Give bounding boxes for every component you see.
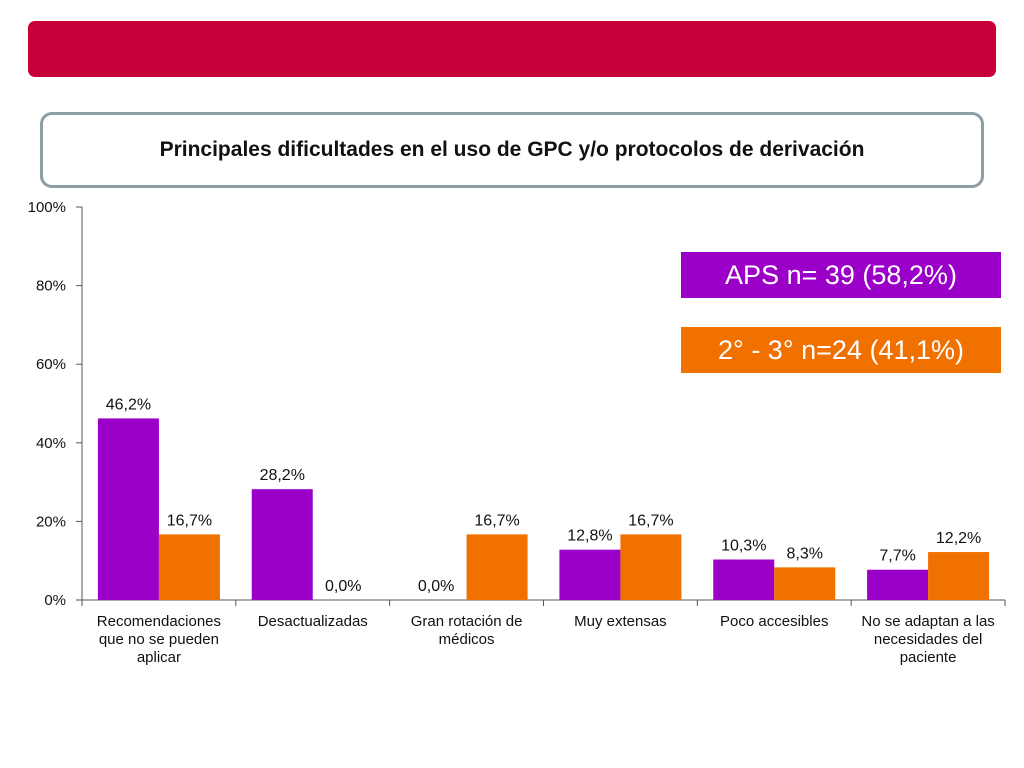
x-category-label: Desactualizadas [258, 613, 368, 630]
chart-title: Principales dificultades en el uso de GP… [159, 138, 865, 161]
bar-aps [713, 559, 775, 600]
x-category-label-line: que no se pueden [99, 631, 219, 648]
x-category-label-line: paciente [900, 649, 957, 666]
y-tick-label: 60% [36, 356, 66, 373]
legend-aps: APS n= 39 (58,2%) [681, 252, 1001, 298]
data-label: 8,3% [787, 545, 823, 562]
x-category-label-line: No se adaptan a las [861, 613, 994, 630]
legend-secondary-tertiary-label: 2° - 3° n=24 (41,1%) [718, 334, 964, 365]
data-label: 10,3% [721, 538, 766, 555]
x-category-label: Gran rotación de médicos [411, 613, 523, 648]
data-label: 7,7% [879, 548, 915, 565]
bar-aps [867, 569, 929, 600]
header-bar [28, 21, 996, 77]
x-category-label-line: Gran rotación de [411, 613, 523, 630]
x-category-label: Poco accesibles [720, 613, 828, 630]
bar-secondary-tertiary [620, 534, 682, 600]
bar-secondary-tertiary [774, 567, 836, 600]
x-category-label-line: Poco accesibles [720, 613, 828, 630]
data-label: 0,0% [418, 578, 454, 595]
chart-title-box: Principales dificultades en el uso de GP… [40, 112, 984, 188]
data-label: 12,2% [936, 530, 981, 547]
x-category-label: Muy extensas [574, 613, 667, 630]
x-category-label-line: Desactualizadas [258, 613, 368, 630]
x-category-label-line: necesidades del [874, 631, 982, 648]
x-category-label-line: médicos [439, 631, 495, 648]
legend-aps-label: APS n= 39 (58,2%) [725, 259, 957, 290]
bar-aps [97, 418, 159, 600]
data-label: 28,2% [260, 467, 305, 484]
data-label: 0,0% [325, 578, 361, 595]
y-tick-label: 40% [36, 435, 66, 452]
y-tick-label: 100% [28, 199, 66, 216]
legend-secondary-tertiary: 2° - 3° n=24 (41,1%) [681, 327, 1001, 373]
bar-secondary-tertiary [158, 534, 220, 600]
bar-secondary-tertiary [928, 552, 990, 600]
x-category-label-line: aplicar [137, 649, 181, 666]
x-category-label: Recomendaciones que no se pueden aplicar [97, 613, 221, 666]
y-tick-label: 20% [36, 513, 66, 530]
x-category-label: No se adaptan a las necesidades del pacien… [861, 613, 994, 666]
data-label: 16,7% [628, 512, 673, 529]
bar-secondary-tertiary [466, 534, 528, 600]
bar-aps [251, 489, 313, 600]
y-tick-label: 0% [44, 592, 66, 609]
data-label: 46,2% [106, 396, 151, 413]
data-label: 16,7% [474, 512, 519, 529]
x-category-label-line: Recomendaciones [97, 613, 221, 630]
data-label: 16,7% [167, 512, 212, 529]
x-category-label-line: Muy extensas [574, 613, 667, 630]
bar-aps [559, 549, 621, 600]
y-tick-label: 80% [36, 278, 66, 295]
data-label: 12,8% [567, 528, 612, 545]
